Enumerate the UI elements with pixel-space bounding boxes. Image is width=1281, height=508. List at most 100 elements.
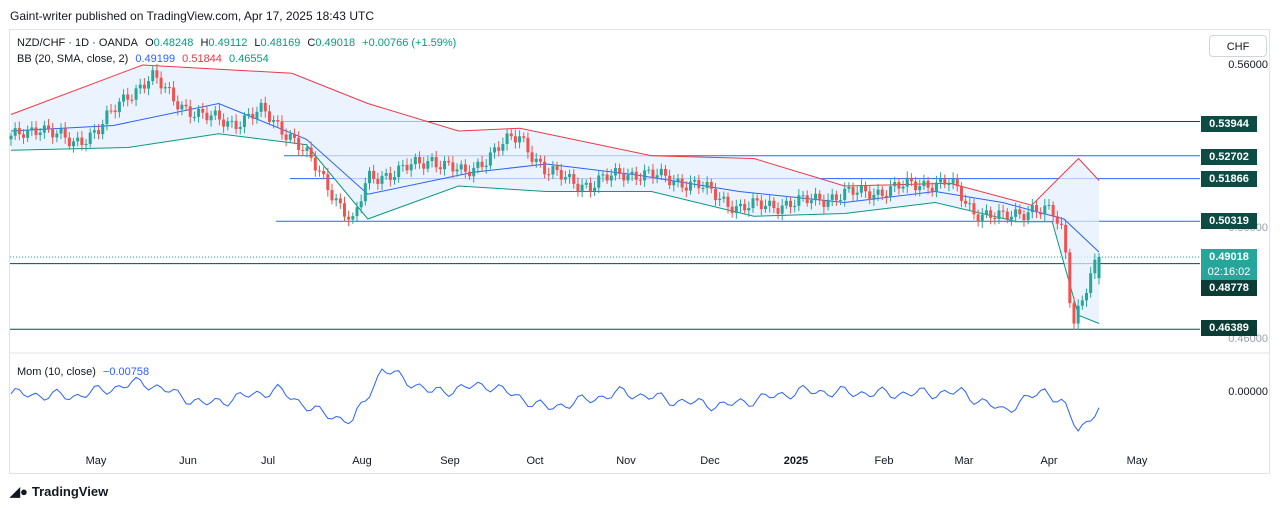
mom-label[interactable]: Mom (10, close) [17, 366, 96, 378]
candle-body [830, 194, 834, 200]
candle-body [726, 196, 730, 207]
close-label: C [307, 37, 316, 49]
tradingview-logo[interactable]: ◢● TradingView [10, 484, 108, 500]
bb-label[interactable]: BB (20, SMA, close, 2) [17, 53, 129, 65]
symbol-label[interactable]: NZD/CHF · 1D · OANDA [17, 37, 138, 49]
candle-body [622, 173, 626, 181]
candle-body [893, 182, 897, 187]
candle-body [701, 187, 705, 189]
candle-body [705, 181, 709, 188]
candle-body [889, 186, 893, 198]
candle-body [905, 177, 909, 187]
candle-body [768, 200, 772, 206]
candle-body [438, 167, 442, 170]
candle-body [789, 200, 793, 208]
candle-body [901, 186, 905, 189]
candle-body [359, 201, 363, 208]
candle-body [930, 187, 934, 192]
candle-body [30, 127, 34, 130]
candle-body [1014, 209, 1018, 217]
candle-body [613, 168, 617, 176]
candle-body [205, 112, 209, 121]
candle-body [1043, 205, 1047, 215]
candle-body [747, 208, 751, 211]
bb-lower-line [10, 133, 1100, 324]
time-axis-label: Jul [260, 455, 276, 467]
candle-body [659, 168, 663, 176]
candle-body [1005, 211, 1009, 220]
currency-button[interactable]: CHF [1209, 35, 1267, 57]
candle-body [764, 205, 768, 210]
bb-band-fill [11, 65, 1099, 324]
candle-body [680, 178, 684, 188]
candle-body [480, 161, 484, 168]
candle-body [743, 203, 747, 211]
candle-body [305, 147, 309, 151]
candle-body [326, 174, 330, 191]
candle-body [1089, 273, 1093, 294]
candle-body [755, 198, 759, 201]
candle-body [651, 169, 655, 178]
candle-body [226, 121, 230, 127]
candle-body [347, 216, 351, 220]
candle-body [280, 121, 284, 135]
candle-body [793, 205, 797, 208]
candle-body [151, 70, 155, 82]
candle-body [580, 184, 584, 191]
candle-body [638, 179, 642, 181]
candle-body [51, 128, 55, 138]
candle-body [880, 189, 884, 196]
candle-body [117, 101, 121, 113]
candle-body [826, 199, 830, 207]
candle-body [947, 183, 951, 185]
candle-body [855, 192, 859, 195]
candle-body [593, 187, 597, 191]
candle-body [955, 178, 959, 187]
candle-body [884, 195, 888, 198]
bb-upper-value: 0.51844 [182, 53, 222, 65]
candle-body [72, 141, 76, 147]
candle-body [476, 161, 480, 168]
candle-body [267, 111, 271, 122]
high-value: 0.49112 [208, 37, 248, 49]
candle-body [297, 137, 301, 150]
candle-body [1051, 204, 1055, 217]
candle-body [847, 186, 851, 189]
candle-body [530, 152, 534, 162]
time-axis-label: Sep [440, 455, 460, 467]
candle-body [113, 110, 117, 113]
candle-body [251, 113, 255, 119]
candle-body [672, 181, 676, 186]
bb-lower-value: 0.46554 [228, 53, 269, 65]
candle-body [688, 181, 692, 191]
candle-body [180, 104, 184, 110]
candle-body [526, 137, 530, 153]
candle-body [351, 216, 355, 220]
candle-body [230, 120, 234, 122]
candle-body [430, 157, 434, 162]
candle-body [259, 102, 263, 112]
candle-body [934, 182, 938, 192]
candle-body [455, 169, 459, 172]
candle-body [451, 162, 455, 172]
candle-body [784, 200, 788, 206]
candle-body [751, 198, 755, 209]
candle-body [317, 170, 321, 172]
candle-body [201, 108, 205, 113]
tradingview-logo-icon: ◢● [10, 484, 28, 499]
candle-body [509, 133, 513, 137]
candle-body [843, 188, 847, 200]
candle-body [313, 157, 317, 171]
candle-body [868, 191, 872, 200]
candle-body [697, 179, 701, 189]
candle-body [1039, 212, 1043, 215]
candle-body [980, 214, 984, 222]
candle-body [872, 194, 876, 200]
candle-body [176, 101, 180, 110]
candle-body [355, 207, 359, 217]
candle-body [543, 161, 547, 175]
candle-body [418, 156, 422, 164]
candle-body [188, 106, 192, 117]
candle-body [626, 174, 630, 181]
